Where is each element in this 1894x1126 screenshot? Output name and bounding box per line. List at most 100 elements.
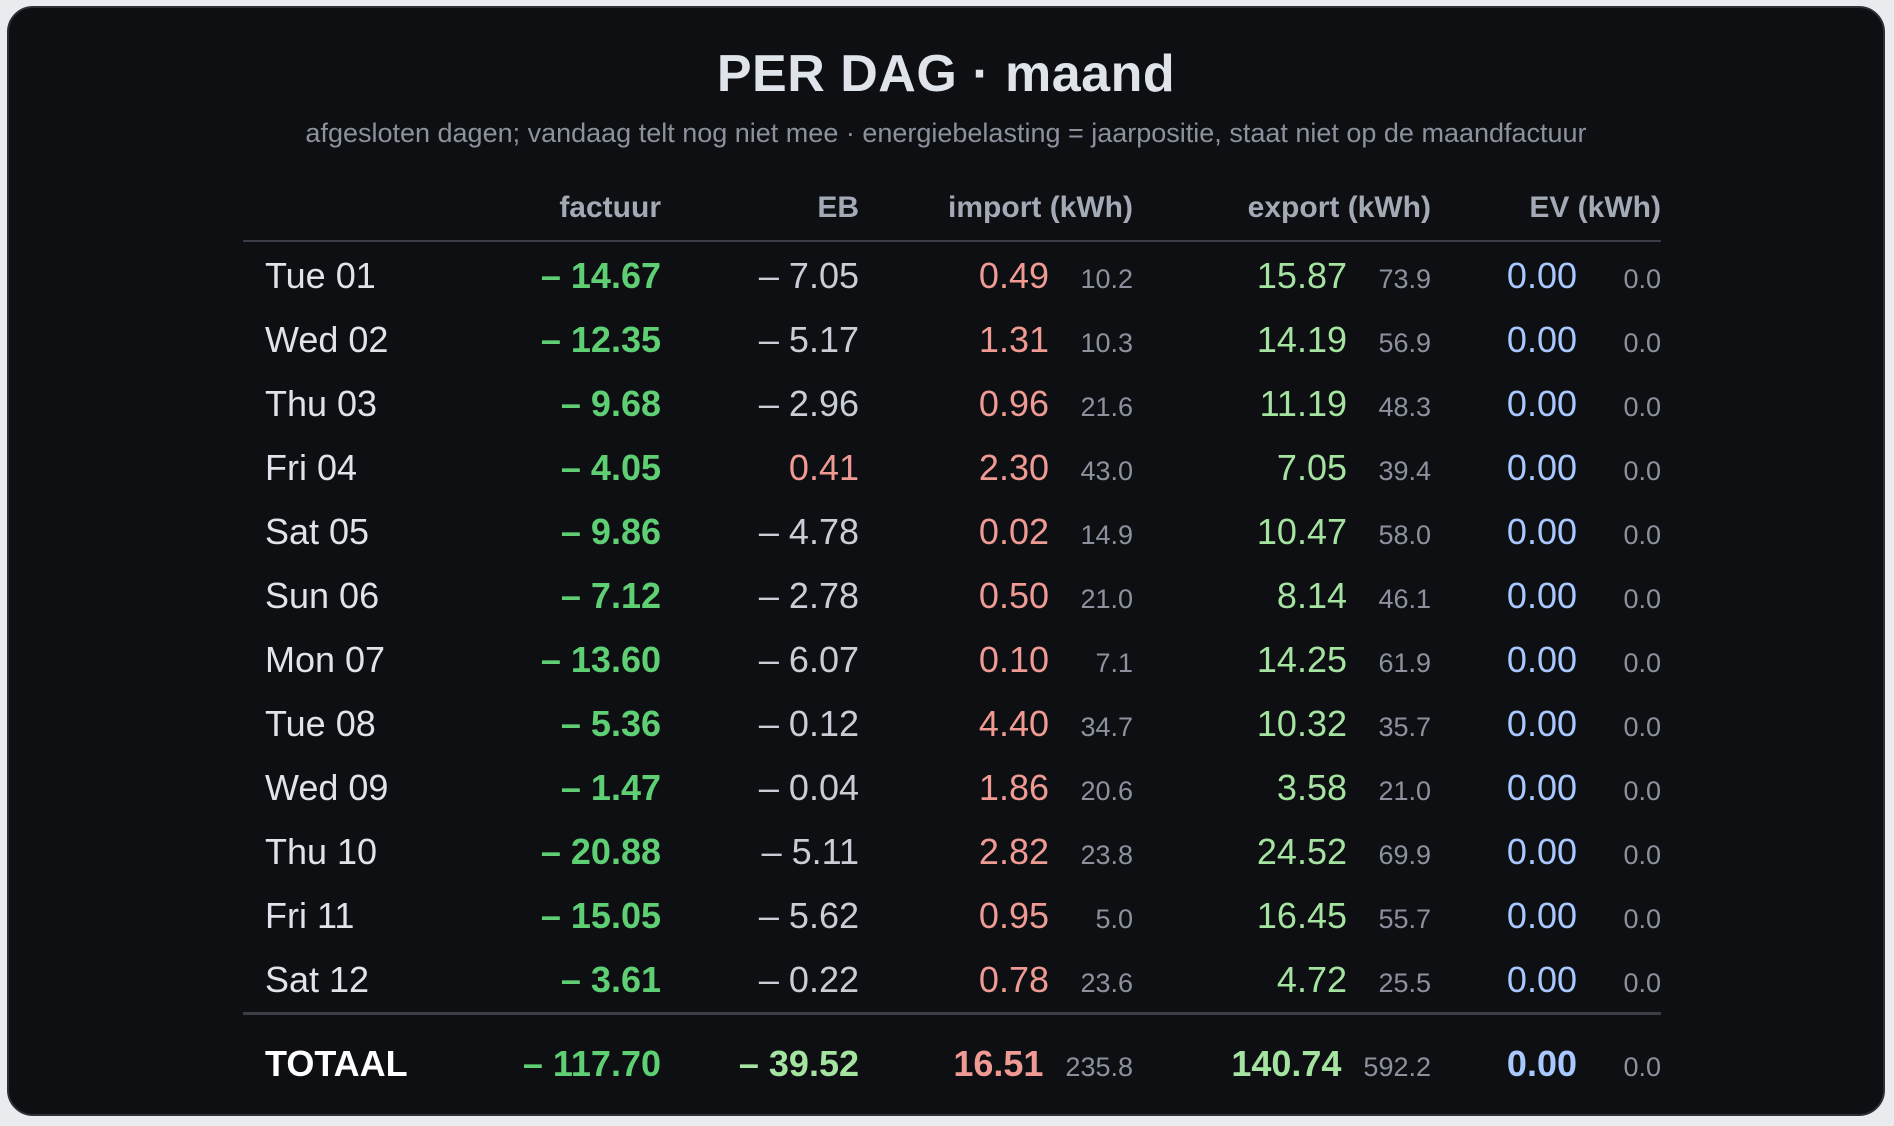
row-ev-kwh: 0.0 xyxy=(1623,584,1661,614)
row-ev: 0.00 xyxy=(1506,831,1577,872)
daily-table: factuur EB import (kWh) export (kWh) EV … xyxy=(243,176,1661,1107)
row-import-kwh: 10.2 xyxy=(1080,264,1133,294)
row-ev-kwh: 0.0 xyxy=(1623,456,1661,486)
row-factuur: – 1.47 xyxy=(560,767,661,808)
header-export: export (kWh) xyxy=(1133,176,1431,242)
total-export: 140.74 xyxy=(1231,1043,1342,1084)
row-export-cell: 16.45 55.7 xyxy=(1133,884,1431,948)
row-export: 4.72 xyxy=(1276,959,1347,1000)
row-ev-cell: 0.00 0.0 xyxy=(1431,948,1661,1014)
table-row: Thu 03– 9.68– 2.96 0.96 21.6 11.19 48.3 0.00 0… xyxy=(243,372,1661,436)
row-ev-kwh: 0.0 xyxy=(1623,520,1661,550)
row-import: 0.95 xyxy=(978,895,1049,936)
row-ev-kwh: 0.0 xyxy=(1623,968,1661,998)
row-ev: 0.00 xyxy=(1506,703,1577,744)
row-export: 11.19 xyxy=(1259,383,1347,424)
row-ev-cell: 0.00 0.0 xyxy=(1431,756,1661,820)
table-row: Sun 06– 7.12– 2.78 0.50 21.0 8.14 46.1 0.00 0.… xyxy=(243,564,1661,628)
row-import-kwh: 23.8 xyxy=(1080,840,1133,870)
row-day: Fri 04 xyxy=(265,447,358,488)
row-ev-kwh: 0.0 xyxy=(1623,648,1661,678)
total-export-kwh: 592.2 xyxy=(1363,1052,1431,1082)
row-import: 1.86 xyxy=(978,767,1049,808)
row-export-kwh: 69.9 xyxy=(1378,840,1431,870)
row-ev-kwh: 0.0 xyxy=(1623,264,1661,294)
row-day: Wed 09 xyxy=(265,767,389,808)
row-export: 10.47 xyxy=(1256,511,1347,552)
row-import-cell: 0.49 10.2 xyxy=(859,241,1133,308)
row-ev: 0.00 xyxy=(1506,959,1577,1000)
row-export-kwh: 61.9 xyxy=(1378,648,1431,678)
row-eb: – 6.07 xyxy=(758,639,859,680)
row-ev-kwh: 0.0 xyxy=(1623,776,1661,806)
row-eb: – 0.12 xyxy=(758,703,859,744)
row-import: 0.96 xyxy=(978,383,1049,424)
row-ev-kwh: 0.0 xyxy=(1623,392,1661,422)
row-import-kwh: 21.6 xyxy=(1080,392,1133,422)
row-export: 14.25 xyxy=(1256,639,1347,680)
row-export-cell: 11.19 48.3 xyxy=(1133,372,1431,436)
row-import-kwh: 5.0 xyxy=(1095,904,1133,934)
table-body: Tue 01– 14.67– 7.05 0.49 10.2 15.87 73.9 0.00… xyxy=(243,241,1661,1014)
total-import-cell: 16.51 235.8 xyxy=(859,1012,1133,1107)
row-factuur: – 14.67 xyxy=(540,255,661,296)
row-ev: 0.00 xyxy=(1506,575,1577,616)
row-export-cell: 14.25 61.9 xyxy=(1133,628,1431,692)
table-header-row: factuur EB import (kWh) export (kWh) EV … xyxy=(243,176,1661,242)
row-ev: 0.00 xyxy=(1506,255,1577,296)
row-eb: – 5.62 xyxy=(758,895,859,936)
table-row: Fri 04 – 4.05 0.41 2.30 43.0 7.05 39.4 0.00 0.0 xyxy=(243,436,1661,500)
row-import: 2.30 xyxy=(978,447,1049,488)
row-import-cell: 1.86 20.6 xyxy=(859,756,1133,820)
row-day: Sun 06 xyxy=(265,575,380,616)
row-export-kwh: 39.4 xyxy=(1378,456,1431,486)
row-import-cell: 0.02 14.9 xyxy=(859,500,1133,564)
row-eb: – 5.17 xyxy=(758,319,859,360)
row-import-cell: 0.78 23.6 xyxy=(859,948,1133,1014)
table-row: Mon 07– 13.60– 6.07 0.10 7.1 14.25 61.9 0.00 0… xyxy=(243,628,1661,692)
row-day: Tue 08 xyxy=(265,703,376,744)
row-day: Fri 11 xyxy=(265,895,355,936)
row-export-cell: 15.87 73.9 xyxy=(1133,241,1431,308)
row-import: 0.78 xyxy=(978,959,1049,1000)
table-row: Wed 09 – 1.47 – 0.04 1.86 20.6 3.58 21.0 0.00 0.… xyxy=(243,756,1661,820)
row-export-cell: 8.14 46.1 xyxy=(1133,564,1431,628)
row-export-cell: 3.58 21.0 xyxy=(1133,756,1431,820)
row-export: 10.32 xyxy=(1256,703,1347,744)
row-ev-cell: 0.00 0.0 xyxy=(1431,436,1661,500)
total-row: TOTAAL – 117.70 – 39.52 16.51 235.8 140.7… xyxy=(243,1012,1661,1107)
row-export-kwh: 55.7 xyxy=(1378,904,1431,934)
row-factuur: – 12.35 xyxy=(540,319,661,360)
row-ev-cell: 0.00 0.0 xyxy=(1431,500,1661,564)
row-export-kwh: 21.0 xyxy=(1378,776,1431,806)
row-import-cell: 0.50 21.0 xyxy=(859,564,1133,628)
row-export: 16.45 xyxy=(1256,895,1347,936)
row-import: 0.50 xyxy=(978,575,1049,616)
row-day: Sat 12 xyxy=(265,959,370,1000)
row-import-cell: 0.10 7.1 xyxy=(859,628,1133,692)
row-day: Thu 03 xyxy=(265,383,378,424)
row-import-cell: 0.96 21.6 xyxy=(859,372,1133,436)
row-ev-cell: 0.00 0.0 xyxy=(1431,628,1661,692)
row-export-cell: 24.52 69.9 xyxy=(1133,820,1431,884)
table-row: Sat 05– 9.86– 4.78 0.02 14.9 10.47 58.0 0.00 0… xyxy=(243,500,1661,564)
row-factuur: – 15.05 xyxy=(540,895,661,936)
row-import-kwh: 20.6 xyxy=(1080,776,1133,806)
header-import: import (kWh) xyxy=(859,176,1133,242)
row-import-kwh: 14.9 xyxy=(1080,520,1133,550)
row-ev-kwh: 0.0 xyxy=(1623,840,1661,870)
row-ev-kwh: 0.0 xyxy=(1623,904,1661,934)
row-export-kwh: 73.9 xyxy=(1378,264,1431,294)
per-dag-card: PER DAG · maand afgesloten dagen; vandaa… xyxy=(7,6,1885,1116)
row-export-kwh: 35.7 xyxy=(1378,712,1431,742)
header-factuur: factuur xyxy=(463,176,661,242)
row-import-kwh: 43.0 xyxy=(1080,456,1133,486)
row-eb: – 7.05 xyxy=(758,255,859,296)
row-ev-cell: 0.00 0.0 xyxy=(1431,692,1661,756)
row-day: Mon 07 xyxy=(265,639,386,680)
row-export: 14.19 xyxy=(1256,319,1347,360)
row-eb: – 0.04 xyxy=(758,767,859,808)
row-export-cell: 10.32 35.7 xyxy=(1133,692,1431,756)
row-export-kwh: 56.9 xyxy=(1378,328,1431,358)
row-import: 4.40 xyxy=(978,703,1049,744)
